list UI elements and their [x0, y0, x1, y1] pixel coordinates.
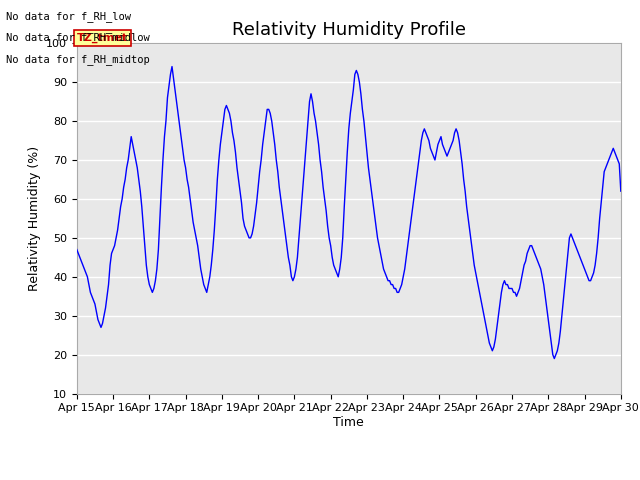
X-axis label: Time: Time — [333, 416, 364, 429]
Text: No data for f_RH_midtop: No data for f_RH_midtop — [6, 54, 150, 65]
Text: No data for f_RH_low: No data for f_RH_low — [6, 11, 131, 22]
Text: TZ_tmet: TZ_tmet — [77, 33, 128, 43]
Text: No data for f̅RH̅midlow: No data for f̅RH̅midlow — [6, 33, 150, 43]
Y-axis label: Relativity Humidity (%): Relativity Humidity (%) — [28, 146, 40, 291]
Title: Relativity Humidity Profile: Relativity Humidity Profile — [232, 21, 466, 39]
